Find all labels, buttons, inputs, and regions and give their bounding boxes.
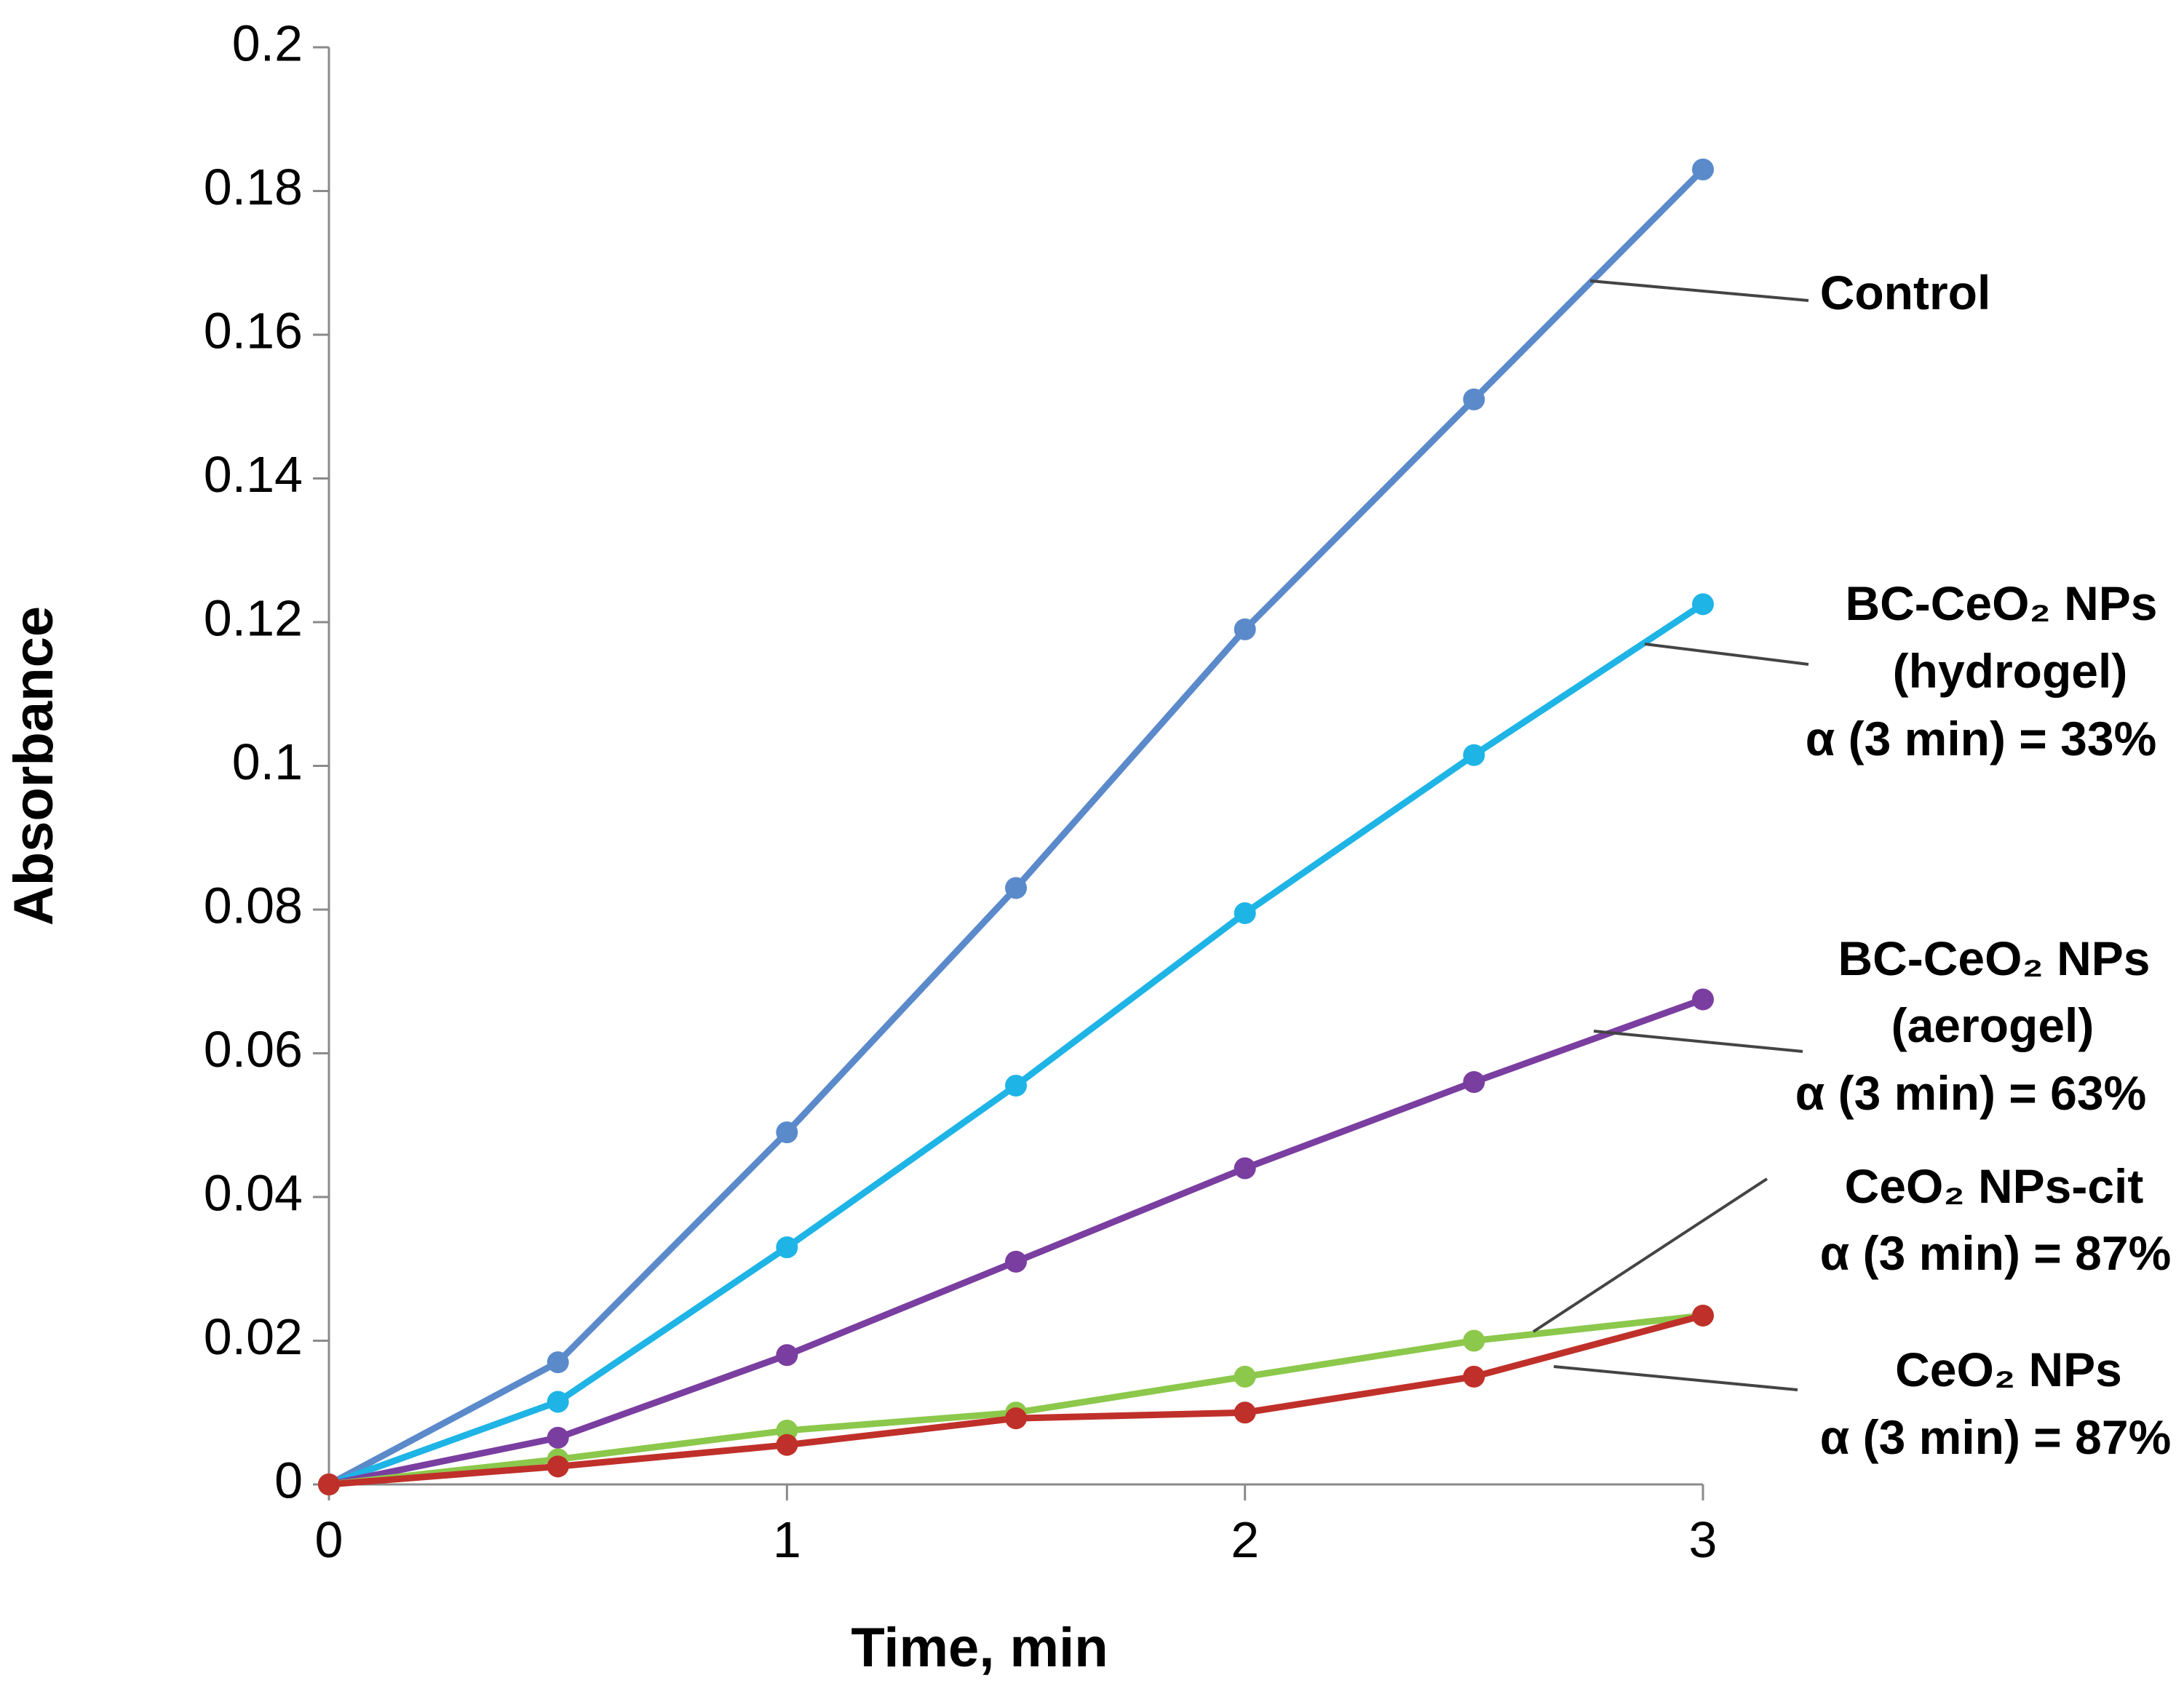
y-tick-label: 0.2 (232, 15, 303, 71)
x-tick-label: 3 (1689, 1511, 1718, 1568)
annotation-aerogel-line1: BC-CeO₂ NPs (1838, 931, 2150, 985)
data-point-bc-ceo2-nps-hydrogel (1692, 593, 1714, 616)
data-point-ceo2-nps (1234, 1401, 1256, 1424)
leader-line-ceo2 (1553, 1365, 1798, 1391)
data-point-ceo2-nps-cit (1463, 1329, 1485, 1352)
data-point-bc-ceo2-nps-hydrogel (776, 1236, 798, 1259)
annotation-layer: Control BC-CeO₂ NPs (hydrogel) α (3 min)… (1532, 266, 2172, 1464)
y-tick-label: 0.12 (204, 589, 303, 646)
data-point-bc-ceo2-nps-aerogel (776, 1344, 798, 1367)
y-axis-title: Absorbance (3, 606, 65, 926)
data-point-ceo2-nps (1005, 1407, 1027, 1430)
series-layer (318, 158, 1714, 1495)
data-point-bc-ceo2-nps-aerogel (1692, 988, 1714, 1011)
leader-line-cit (1532, 1177, 1768, 1333)
data-point-control (547, 1351, 569, 1374)
y-tick-label: 0.08 (204, 877, 303, 934)
leader-line-hydrogel (1644, 643, 1809, 666)
data-point-ceo2-nps (318, 1474, 340, 1495)
data-point-bc-ceo2-nps-hydrogel (1234, 902, 1256, 924)
y-tick-label: 0.06 (204, 1021, 303, 1078)
y-tick-label: 0.16 (204, 302, 303, 359)
y-tick-label: 0.02 (204, 1308, 303, 1365)
axes: 0 0.02 0.04 0.06 0.08 0.1 0.12 0.14 0.16 0.18 0.2 0… (3, 15, 1717, 1679)
annotation-aerogel-alpha: α (3 min) = 63% (1795, 1066, 2147, 1120)
annotation-ceo2-alpha: α (3 min) = 87% (1820, 1410, 2172, 1464)
annotation-hydrogel-alpha: α (3 min) = 33% (1806, 712, 2157, 766)
y-tick-label: 0.14 (204, 446, 303, 503)
annotation-hydrogel-line2: (hydrogel) (1893, 644, 2128, 698)
y-tick-label: 0 (274, 1452, 303, 1508)
data-point-bc-ceo2-nps-hydrogel (1463, 744, 1485, 766)
data-point-ceo2-nps (1463, 1365, 1485, 1388)
y-tick-label: 0.1 (232, 733, 303, 790)
data-point-control (1005, 877, 1027, 899)
data-point-bc-ceo2-nps-aerogel (1005, 1250, 1027, 1273)
series-line-bc-ceo2-nps-hydrogel (325, 600, 1707, 1488)
data-point-ceo2-nps (776, 1433, 798, 1456)
data-point-control (1463, 388, 1485, 410)
annotation-cit-alpha: α (3 min) = 87% (1820, 1226, 2172, 1280)
data-point-control (776, 1121, 798, 1144)
data-point-ceo2-nps (1692, 1304, 1714, 1327)
data-point-bc-ceo2-nps-aerogel (1234, 1157, 1256, 1180)
annotation-ceo2-line1: CeO₂ NPs (1895, 1343, 2122, 1396)
annotation-cit-line1: CeO₂ NPs-cit (1845, 1159, 2144, 1213)
annotation-control: Control (1820, 266, 1991, 319)
leader-line-aerogel (1593, 1030, 1803, 1053)
data-point-control (1234, 618, 1256, 640)
data-point-ceo2-nps (547, 1455, 569, 1478)
y-tick-label: 0.18 (204, 159, 303, 215)
x-axis-title: Time, min (851, 1617, 1108, 1679)
data-point-ceo2-nps-cit (1234, 1365, 1256, 1388)
data-point-bc-ceo2-nps-aerogel (1463, 1071, 1485, 1093)
data-point-bc-ceo2-nps-aerogel (547, 1426, 569, 1449)
annotation-hydrogel-line1: BC-CeO₂ NPs (1845, 576, 2157, 630)
series-line-control (325, 166, 1707, 1488)
y-tick-label: 0.04 (204, 1164, 303, 1221)
data-point-control (1692, 158, 1714, 180)
x-tick-label: 2 (1231, 1511, 1259, 1568)
annotation-aerogel-line2: (aerogel) (1891, 998, 2094, 1052)
series-line-ceo2-nps-cit (325, 1312, 1707, 1488)
data-point-bc-ceo2-nps-hydrogel (547, 1391, 569, 1413)
data-point-bc-ceo2-nps-hydrogel (1005, 1074, 1027, 1097)
leader-line-control (1589, 279, 1809, 302)
x-tick-label: 0 (315, 1511, 344, 1568)
x-tick-label: 1 (773, 1511, 801, 1568)
